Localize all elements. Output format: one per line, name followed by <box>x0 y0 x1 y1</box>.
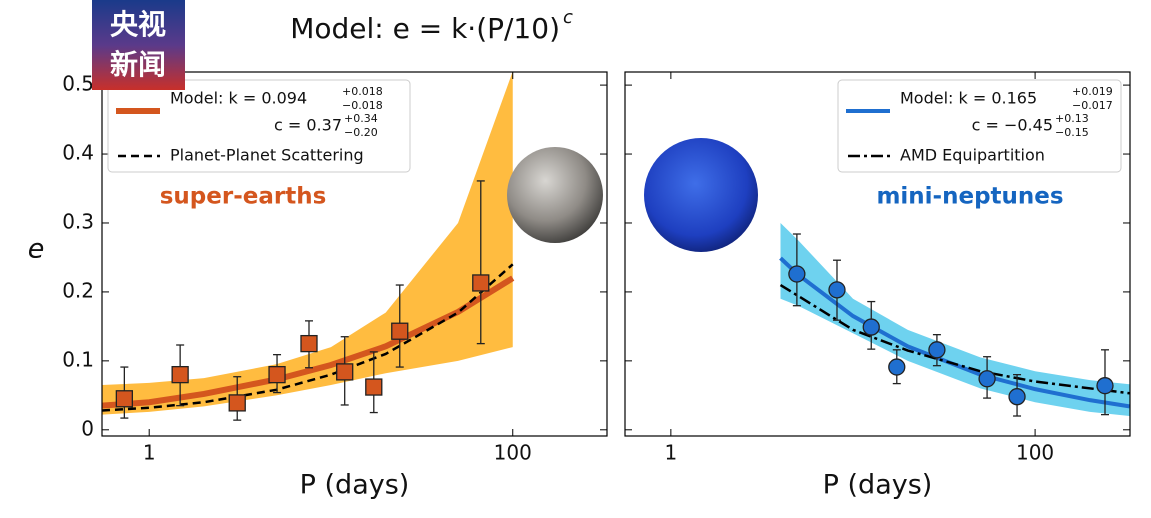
data-point <box>888 358 906 376</box>
legend-label: AMD Equipartition <box>900 146 1045 165</box>
posterior-band <box>780 222 1130 417</box>
legend <box>107 79 411 173</box>
y-tick-label: 0.4 <box>62 141 94 165</box>
data-point <box>1096 377 1114 395</box>
planet-image <box>644 138 758 252</box>
plot-area <box>779 222 1130 417</box>
legend-label: Model: k = 0.094 <box>170 89 307 108</box>
data-point <box>171 365 189 384</box>
data-point <box>115 390 134 408</box>
legend-label: c = 0.37 <box>274 116 342 135</box>
data-point <box>928 341 946 359</box>
logo-text: 央视 <box>110 8 166 41</box>
legend-sup: +0.018 <box>342 85 383 98</box>
legend-label: Model: k = 0.165 <box>900 89 1037 108</box>
y-tick-label: 0.2 <box>62 278 94 302</box>
annotation: super-earths <box>160 184 327 210</box>
data-point <box>336 363 354 381</box>
data-point <box>788 265 806 283</box>
legend-sup: +0.13 <box>1055 112 1089 125</box>
x-tick-label: 100 <box>1016 441 1054 465</box>
model-line <box>779 283 1130 395</box>
posterior-band <box>102 72 513 415</box>
data-point <box>300 334 318 353</box>
x-tick-label: 1 <box>664 441 677 465</box>
plot-frame <box>624 71 1131 437</box>
x-tick-label: 1 <box>143 441 156 465</box>
y-tick-label: 0.5 <box>62 72 94 96</box>
data-point <box>391 322 409 340</box>
legend <box>837 79 1122 173</box>
model-line <box>102 275 515 409</box>
data-point <box>1008 388 1026 406</box>
plot-area <box>102 72 515 421</box>
annotation: mini-neptunes <box>876 184 1063 210</box>
data-point <box>978 370 996 388</box>
plot-frame <box>101 71 608 437</box>
data-point <box>268 365 286 384</box>
y-tick-label: 0 <box>81 416 94 440</box>
x-axis-label: P (days) <box>300 470 410 501</box>
logo-text: 新闻 <box>110 48 166 81</box>
legend-sup: +0.34 <box>344 112 378 125</box>
logo <box>92 0 185 90</box>
panels: 0 0.1 0.2 0.3 0.4 0.5 1 100 P (days) e super-earth… <box>28 71 1131 501</box>
y-axis-label: e <box>28 234 45 265</box>
legend-sub: −0.017 <box>1072 99 1113 112</box>
title-exponent: c <box>563 7 573 28</box>
legend-sub: −0.15 <box>1055 126 1089 139</box>
legend-label: c = −0.45 <box>972 116 1053 135</box>
legend-sup: +0.019 <box>1072 85 1113 98</box>
data-point <box>472 274 490 292</box>
x-axis-label: P (days) <box>823 470 933 501</box>
x-tick-label: 100 <box>494 441 532 465</box>
title: Model: e = k·(P/10) <box>290 12 560 45</box>
model-line <box>779 256 1130 409</box>
legend-sub: −0.018 <box>342 99 383 112</box>
legend-label: Planet-Planet Scattering <box>170 146 364 165</box>
planet-image <box>507 147 603 243</box>
legend-sub: −0.20 <box>344 126 378 139</box>
y-tick-label: 0.1 <box>62 347 94 371</box>
y-tick-label: 0.3 <box>62 209 94 233</box>
data-point <box>862 318 880 336</box>
data-point <box>228 394 246 412</box>
data-point <box>365 378 383 396</box>
data-point <box>828 281 846 299</box>
model-line <box>102 263 514 412</box>
